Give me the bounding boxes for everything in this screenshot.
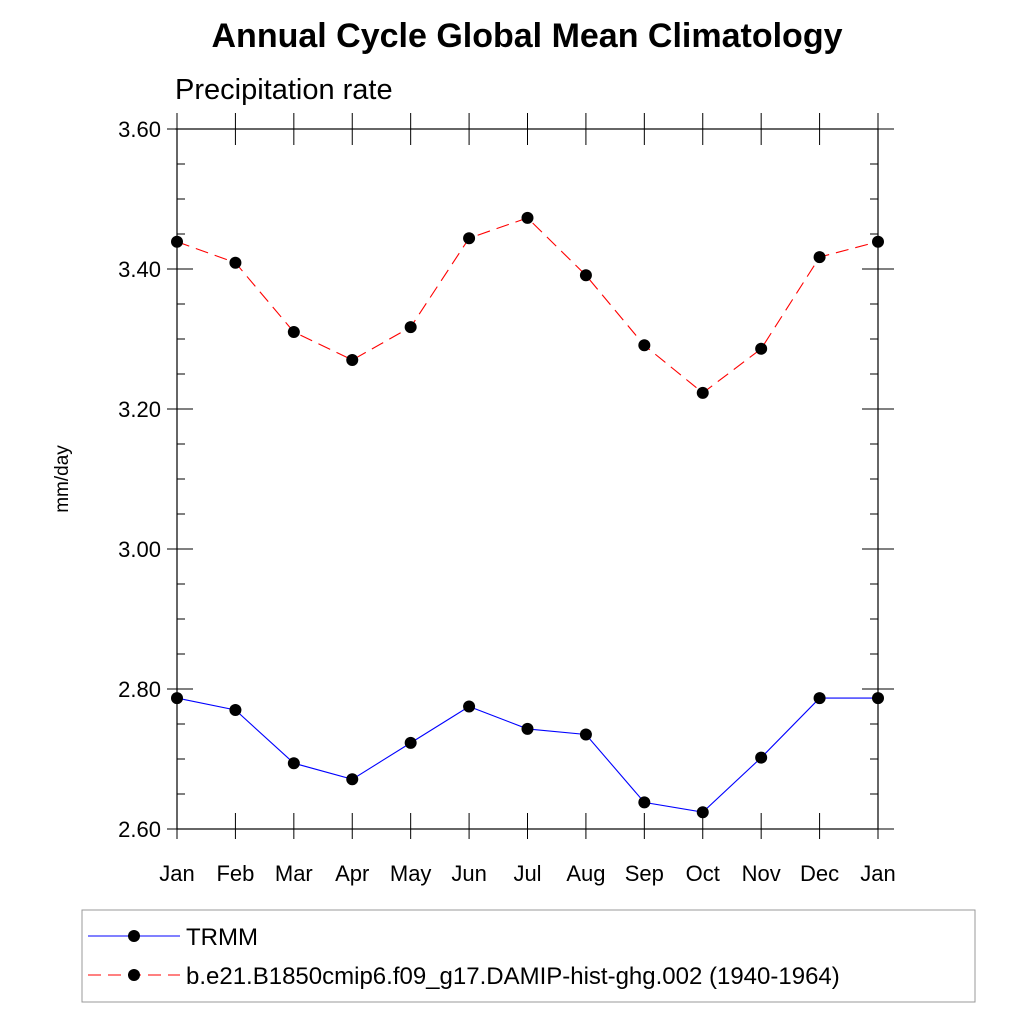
x-tick-label: Nov: [742, 861, 781, 886]
legend-marker: [128, 969, 140, 981]
data-point: [579, 728, 592, 741]
data-point: [171, 235, 183, 248]
data-point: [404, 736, 417, 749]
data-point: [638, 796, 651, 809]
data-point: [521, 211, 534, 224]
x-tick-label: Sep: [625, 861, 664, 886]
data-point: [463, 700, 476, 713]
data-point: [521, 722, 534, 735]
x-tick-label: Apr: [335, 861, 369, 886]
legend-item-2: b.e21.B1850cmip6.f09_g17.DAMIP-hist-ghg.…: [88, 963, 840, 990]
x-tick-label: Jan: [860, 861, 895, 886]
data-point: [696, 386, 709, 399]
x-tick-label: Dec: [800, 861, 839, 886]
data-point: [638, 339, 651, 352]
data-point: [872, 692, 884, 705]
x-tick-label: Aug: [566, 861, 605, 886]
data-point: [872, 235, 884, 248]
x-tick-label: Oct: [686, 861, 720, 886]
x-tick-label: Jul: [513, 861, 541, 886]
data-point: [171, 692, 183, 705]
legend-label: b.e21.B1850cmip6.f09_g17.DAMIP-hist-ghg.…: [186, 963, 840, 990]
y-tick-label: 2.60: [118, 817, 161, 842]
y-axis-ticks: 2.60 2.80 3.00 3.20 3.40 3.60: [118, 117, 894, 842]
chart-title: Annual Cycle Global Mean Climatology: [212, 17, 843, 55]
data-point: [463, 232, 476, 245]
series-1: [171, 692, 884, 819]
x-tick-label: Feb: [216, 861, 254, 886]
legend-box: [81, 909, 976, 1003]
data-point: [229, 704, 242, 716]
y-tick-label: 2.80: [118, 677, 161, 702]
x-tick-label: Jan: [159, 861, 194, 886]
data-point: [755, 342, 768, 355]
legend-marker: [128, 930, 140, 942]
x-axis-ticks: Jan Feb Mar Apr May Jun Jul Aug Sep Oct Nov Dec Jan: [159, 113, 896, 886]
series-line: [176, 697, 878, 813]
x-tick-label: Mar: [275, 861, 313, 886]
legend-label: TRMM: [186, 924, 258, 951]
data-point: [579, 269, 592, 282]
data-point: [696, 806, 709, 819]
chart-subtitle: Precipitation rate: [175, 74, 393, 106]
y-tick-label: 3.60: [118, 117, 161, 142]
x-tick-label: May: [390, 861, 432, 886]
data-point: [287, 326, 300, 338]
series-line: [176, 217, 879, 394]
data-point: [229, 256, 242, 269]
series-layer: [171, 211, 884, 819]
data-point: [346, 773, 359, 786]
data-point: [813, 692, 826, 705]
y-tick-label: 3.00: [118, 537, 161, 562]
series-2: [171, 211, 884, 399]
data-point: [346, 354, 359, 366]
y-axis-label: mm/day: [52, 445, 73, 513]
data-point: [404, 321, 417, 334]
data-point: [287, 757, 300, 770]
y-tick-label: 3.40: [118, 257, 161, 282]
y-tick-label: 3.20: [118, 397, 161, 422]
x-tick-label: Jun: [451, 861, 486, 886]
data-point: [755, 751, 768, 764]
legend-item-1: TRMM: [88, 924, 258, 951]
legend: TRMM b.e21.B1850cmip6.f09_g17.DAMIP-hist-…: [81, 909, 976, 1003]
data-point: [813, 251, 826, 264]
